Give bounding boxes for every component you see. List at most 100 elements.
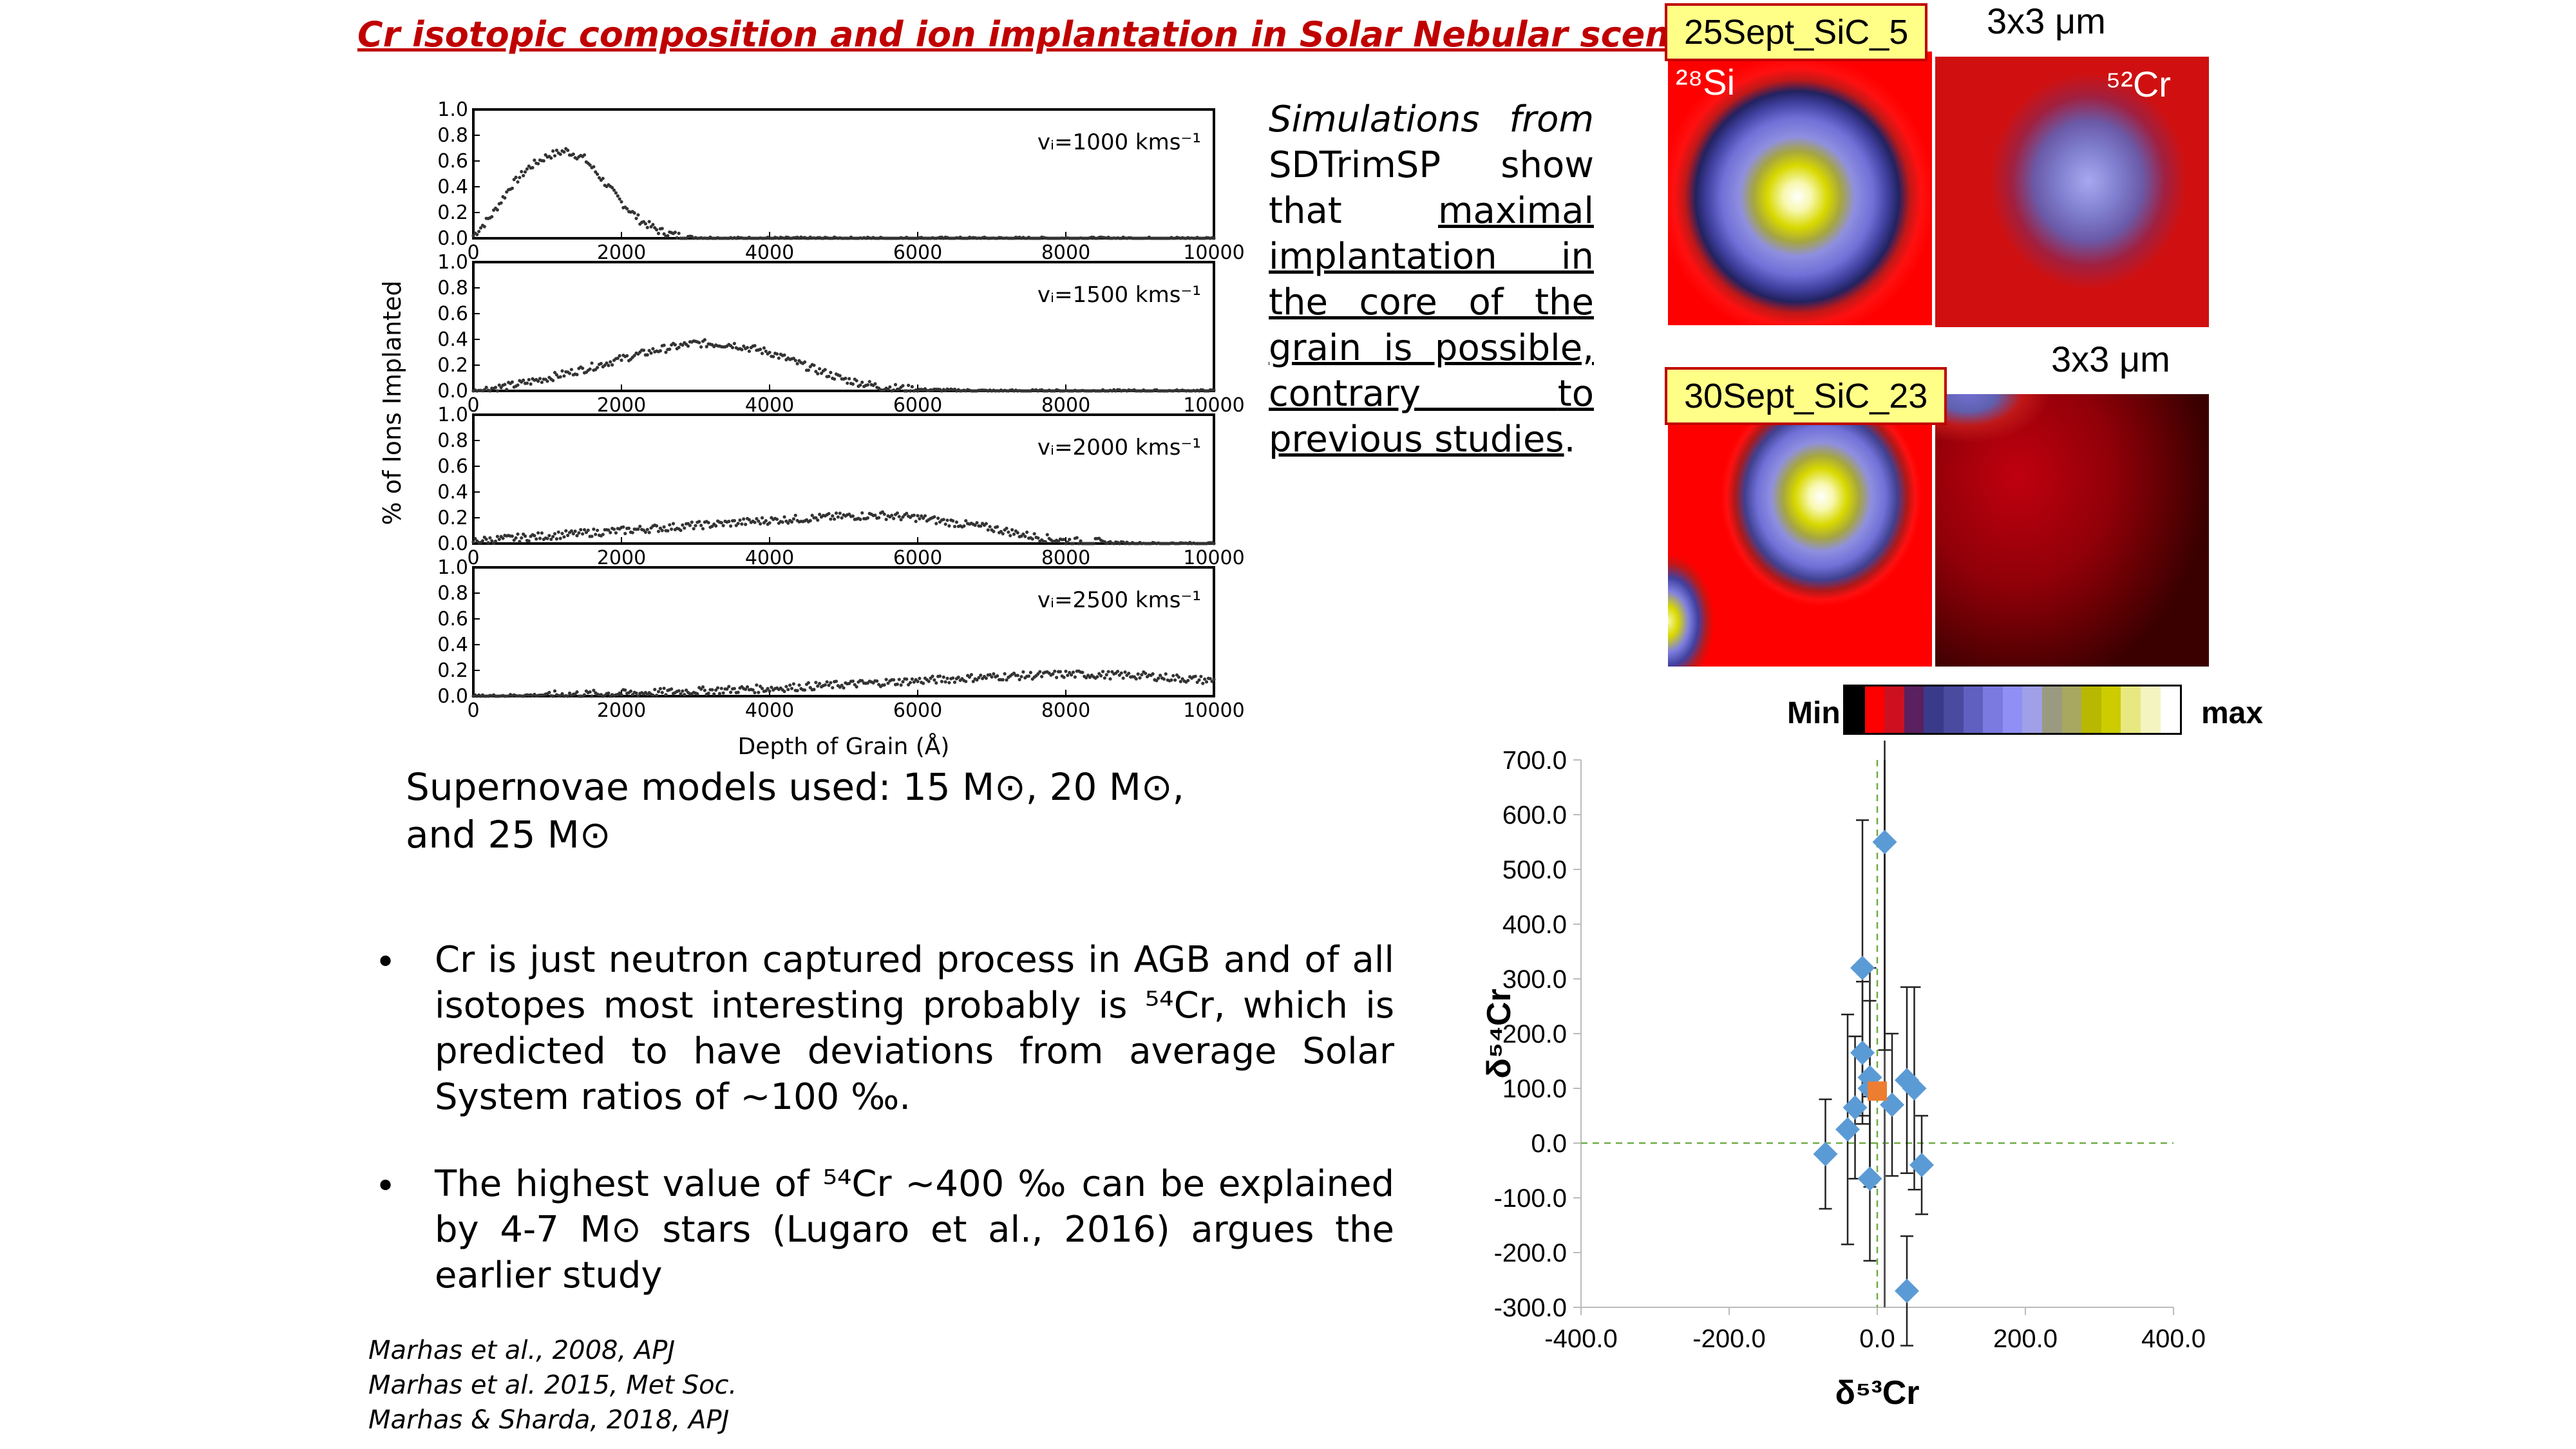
data-point [582, 527, 587, 532]
data-point [609, 360, 612, 364]
data-point [621, 525, 625, 529]
data-point [1001, 677, 1005, 682]
data-point [806, 681, 810, 685]
data-point [596, 366, 600, 370]
data-point [503, 196, 507, 200]
data-point [569, 368, 573, 372]
data-point [751, 688, 755, 692]
y-tick-label: -300.0 [1494, 1294, 1567, 1322]
data-point [753, 344, 757, 348]
data-point [547, 690, 551, 694]
data-point [553, 154, 557, 158]
data-point [1005, 526, 1009, 530]
data-point [755, 516, 759, 521]
data-point [495, 389, 499, 393]
data-point [573, 529, 577, 533]
colorbar-swatch [1884, 687, 1904, 733]
data-point [747, 518, 751, 522]
y-tick-label: 0.0 [437, 227, 468, 250]
data-point [605, 361, 609, 365]
data-point [1007, 530, 1010, 534]
data-point [630, 531, 634, 535]
data-point [1003, 672, 1007, 676]
data-point [866, 516, 869, 520]
data-point [677, 689, 681, 693]
data-point [818, 513, 822, 516]
data-point [768, 350, 772, 354]
data-point [670, 687, 674, 691]
scale-label-2: 3x3 μm [2051, 339, 2170, 379]
data-point [1199, 674, 1203, 679]
delta-chart: -300.0 -200.0 -100.0 0.0 100.0 200.0 300.0 400.… [1481, 741, 2206, 1412]
data-point [533, 534, 536, 538]
data-point [636, 527, 640, 531]
data-point [947, 681, 951, 685]
data-point [964, 518, 968, 523]
y-tick-label: 1.0 [437, 99, 468, 121]
data-point [1071, 670, 1075, 674]
data-point [848, 512, 851, 516]
data-point [575, 690, 579, 694]
data-point [922, 681, 925, 685]
data-point [601, 533, 605, 536]
data-point [592, 688, 596, 692]
data-point [599, 361, 603, 366]
x-tick-label: 2000 [597, 242, 646, 264]
data-point [490, 539, 494, 543]
data-point [918, 516, 922, 521]
data-point [823, 683, 827, 687]
data-point [886, 387, 890, 392]
x-tick-label: -200.0 [1692, 1325, 1765, 1353]
data-point [1012, 532, 1016, 536]
data-point [1155, 679, 1159, 683]
data-point [740, 522, 744, 526]
data-point [910, 384, 914, 389]
data-point [819, 372, 824, 375]
map-cr-1 [1935, 57, 2209, 327]
data-point-diamond [1842, 1095, 1868, 1120]
data-point [516, 383, 520, 387]
data-point [638, 524, 642, 528]
data-point [942, 675, 945, 679]
data-point [831, 686, 835, 690]
data-point [838, 511, 842, 515]
y-tick-label: 100.0 [1502, 1075, 1567, 1103]
data-point [710, 524, 714, 528]
reference-3: Marhas & Sharda, 2018, APJ [368, 1405, 730, 1435]
data-point [473, 536, 477, 540]
data-point-diamond [1850, 1040, 1875, 1065]
data-point [742, 344, 746, 348]
data-point [833, 377, 837, 381]
data-point [1157, 676, 1160, 680]
data-point [1001, 532, 1005, 536]
y-tick-label: 0.8 [437, 430, 468, 452]
data-point [951, 676, 955, 680]
data-point [858, 383, 862, 387]
data-point [714, 524, 718, 528]
data-point [760, 516, 764, 520]
data-point [882, 683, 886, 687]
data-point [814, 681, 818, 685]
data-point [736, 522, 740, 526]
data-point [764, 689, 768, 693]
data-point [694, 524, 697, 527]
data-point [673, 231, 677, 234]
data-point [797, 683, 801, 687]
y-tick-label: -200.0 [1494, 1239, 1567, 1267]
data-point [729, 690, 733, 694]
data-point [558, 152, 562, 156]
map-si-1 [1668, 52, 1932, 325]
data-point [601, 176, 605, 180]
y-tick-label: 0.4 [437, 634, 468, 656]
data-point [753, 690, 757, 695]
data-point [940, 679, 943, 683]
data-point [542, 159, 545, 163]
colorbar-swatch [2002, 687, 2023, 733]
data-point [907, 383, 911, 387]
sim-line-8: previous studies. [1269, 419, 1576, 460]
data-point [664, 350, 668, 354]
data-point [651, 223, 655, 227]
data-point [484, 537, 488, 541]
data-point [814, 516, 818, 520]
data-point [597, 176, 601, 180]
